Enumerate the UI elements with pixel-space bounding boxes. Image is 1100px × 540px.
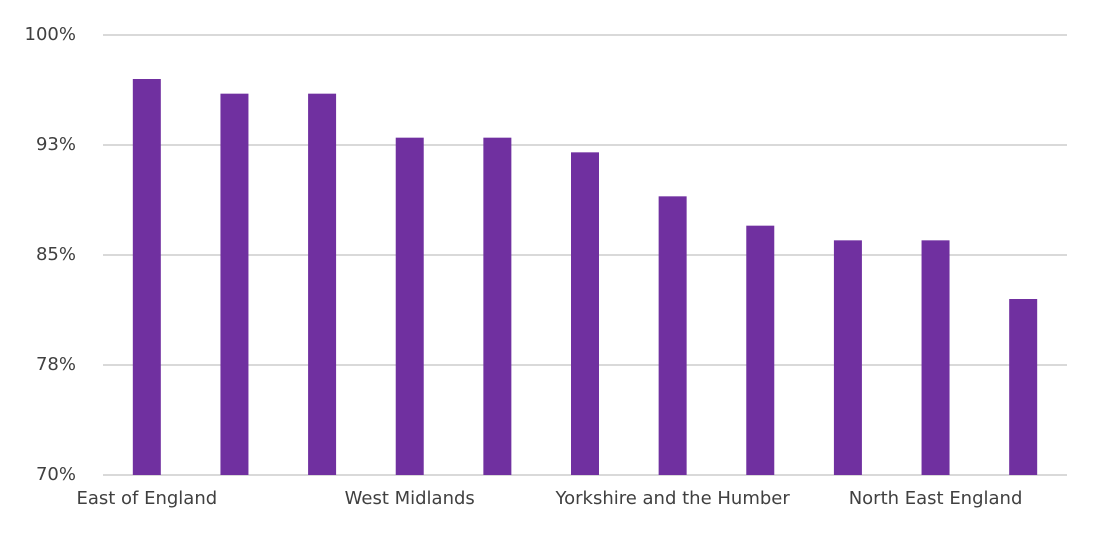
bar <box>833 240 862 475</box>
bar <box>395 137 424 475</box>
y-tick-label: 78% <box>36 354 76 375</box>
bar <box>483 137 512 475</box>
bar <box>308 93 337 476</box>
x-tick-label: North East England <box>849 488 1023 509</box>
bar <box>132 79 161 475</box>
y-tick-label: 100% <box>25 24 76 45</box>
x-tick-label: West Midlands <box>345 488 475 509</box>
y-tick-label: 70% <box>36 464 76 485</box>
y-tick-label: 93% <box>36 134 76 155</box>
bar <box>658 196 687 476</box>
bar <box>921 240 950 475</box>
bar <box>220 93 249 476</box>
bar <box>571 152 599 476</box>
y-tick-label: 85% <box>36 244 76 265</box>
bar <box>1009 299 1038 475</box>
x-tick-label: Yorkshire and the Humber <box>555 488 791 509</box>
bar <box>746 225 775 475</box>
x-tick-label: East of England <box>76 488 217 509</box>
